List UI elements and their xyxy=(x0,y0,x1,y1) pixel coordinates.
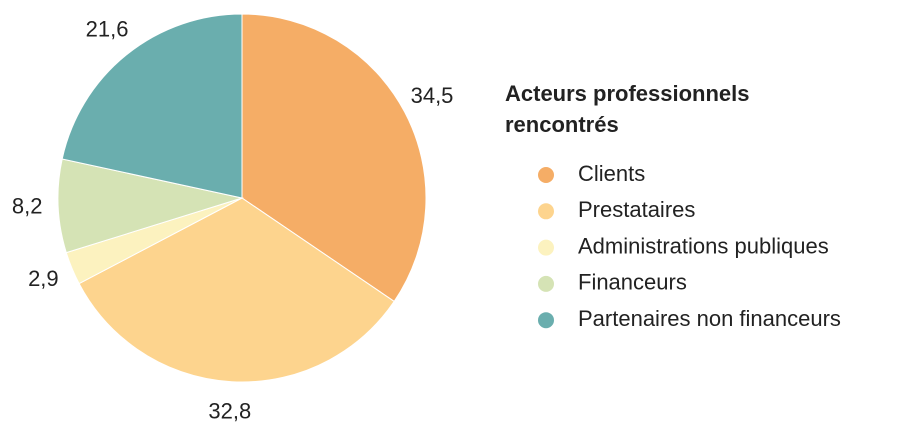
pie-slice xyxy=(61,13,243,199)
legend-label: Clients xyxy=(578,161,645,186)
legend-label: Partenaires non financeurs xyxy=(578,306,841,331)
legend-marker xyxy=(538,203,554,220)
legend-marker xyxy=(538,275,554,292)
data-label: 2,9 xyxy=(28,266,59,291)
legend-marker xyxy=(538,167,554,183)
pie-slice xyxy=(241,13,427,303)
data-label: 32,8 xyxy=(208,398,251,423)
pie-slice xyxy=(78,197,395,383)
legend-label: Administrations publiques xyxy=(578,233,829,258)
legend-label: Prestataires xyxy=(578,197,695,222)
data-label: 34,5 xyxy=(411,83,454,108)
legend-marker xyxy=(538,312,554,329)
legend-title: Acteurs professionnels rencontrés xyxy=(505,81,750,137)
data-label: 8,2 xyxy=(12,193,43,218)
pie-slice xyxy=(57,158,244,254)
legend-label: Financeurs xyxy=(578,270,687,295)
data-label: 21,6 xyxy=(86,16,129,41)
legend-marker xyxy=(538,239,554,256)
